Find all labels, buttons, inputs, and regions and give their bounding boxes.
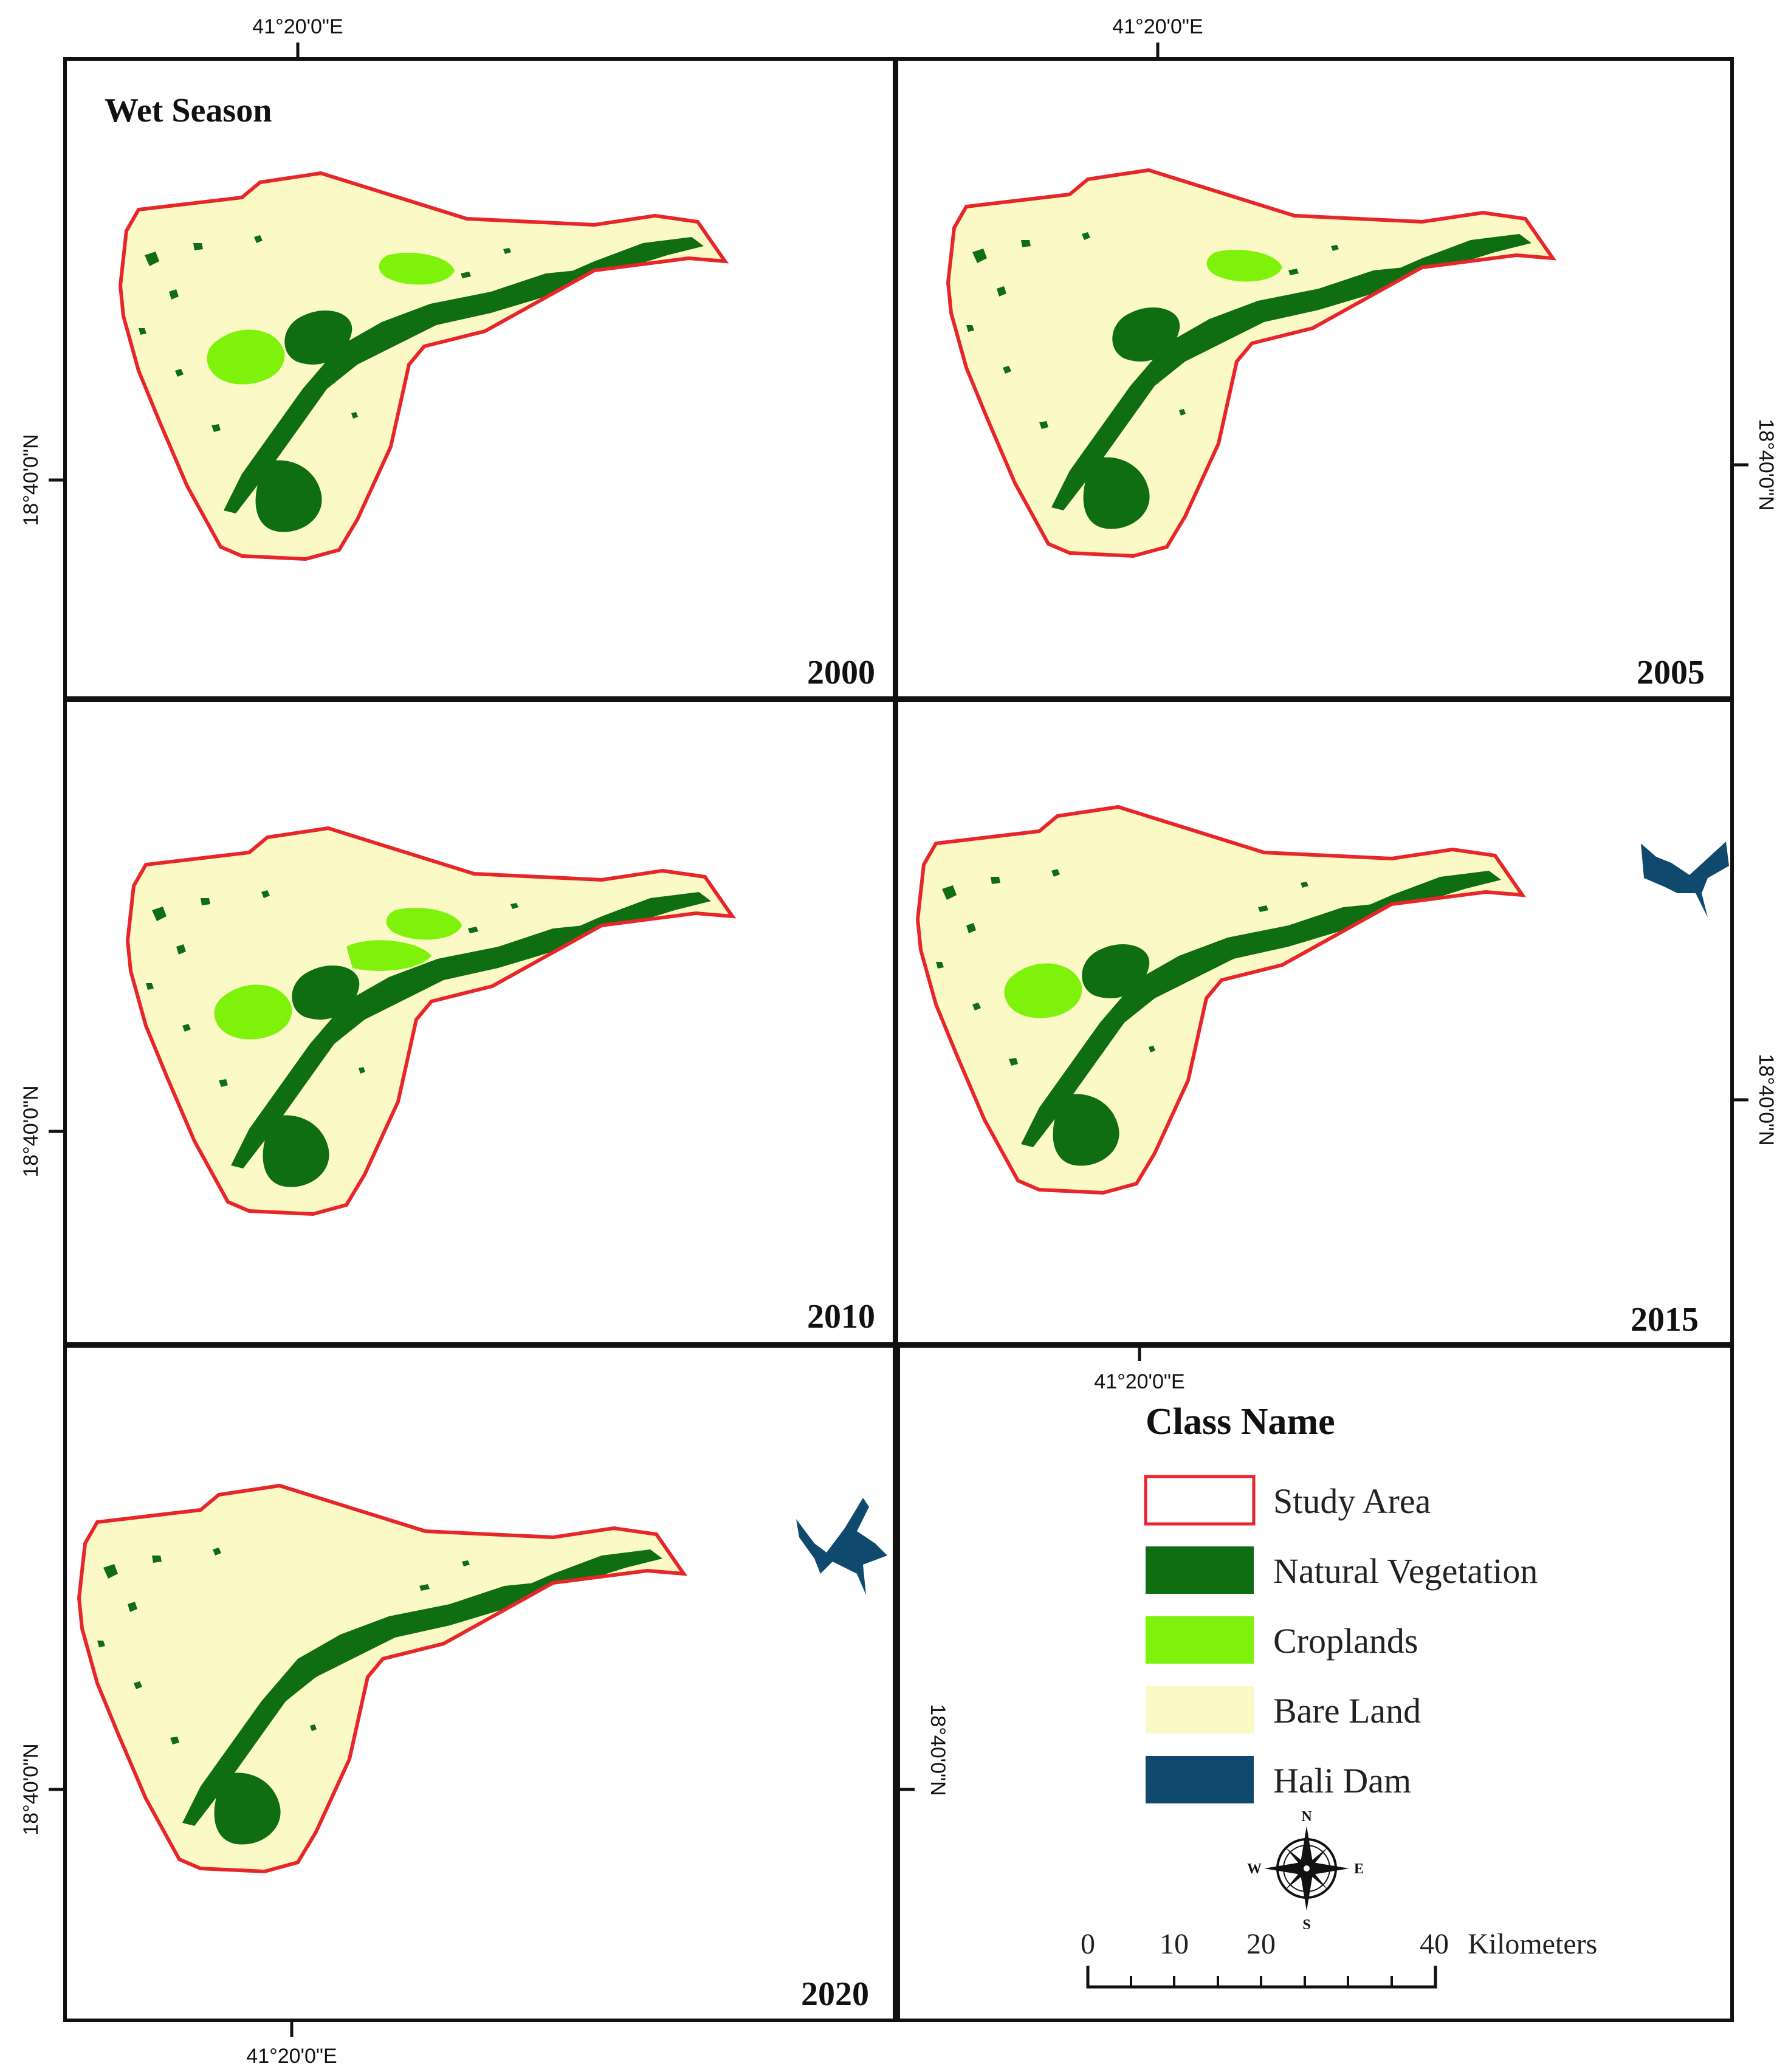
compass-e: E <box>1354 1861 1364 1877</box>
svg-text:Croplands: Croplands <box>1273 1621 1418 1661</box>
season-label: Wet Season <box>105 92 272 129</box>
scale-bar: 0 10 20 40 Kilometers <box>1081 1928 1597 1989</box>
compass-s: S <box>1302 1917 1310 1933</box>
scale-tick-20: 20 <box>1246 1928 1276 1960</box>
lat-label-2005: 18°40'0"N <box>1755 419 1778 510</box>
year-label-2010: 2010 <box>807 1298 875 1336</box>
map-panel-2015 <box>918 807 1522 1193</box>
lat-label-2015: 18°40'0"N <box>1755 1054 1778 1145</box>
svg-text:Hali Dam: Hali Dam <box>1273 1761 1411 1800</box>
legend-item-natural-vegetation: Natural Vegetation <box>1146 1546 1538 1594</box>
legend-item-croplands: Croplands <box>1146 1616 1418 1664</box>
lat-label-2020: 18°40'0"N <box>19 1743 43 1835</box>
year-label-2000: 2000 <box>807 654 875 691</box>
legend-item-study-area: Study Area <box>1144 1475 1431 1526</box>
lon-label-2020: 41°20'0"E <box>246 2045 337 2068</box>
hali-dam-2020 <box>796 1498 887 1595</box>
map-panel-2010 <box>128 828 732 1214</box>
scale-unit: Kilometers <box>1468 1928 1597 1960</box>
legend-lat-label: 18°40'0"N <box>926 1704 949 1796</box>
svg-text:Study Area: Study Area <box>1273 1481 1431 1521</box>
legend-title: Class Name <box>1146 1401 1335 1443</box>
compass-rose-icon: N S E W <box>1247 1809 1364 1933</box>
lon-label-2005: 41°20'0"E <box>1112 15 1203 38</box>
compass-n: N <box>1301 1809 1312 1825</box>
scale-tick-40: 40 <box>1420 1928 1449 1960</box>
lat-label-2000: 18°40'0"N <box>19 434 43 526</box>
map-panel-2005 <box>948 170 1553 556</box>
svg-text:Bare Land: Bare Land <box>1273 1691 1421 1731</box>
legend-item-hali-dam: Hali Dam <box>1146 1756 1411 1803</box>
panel-frames <box>63 57 1734 2022</box>
map-panel-2000 <box>120 173 725 559</box>
scale-tick-0: 0 <box>1081 1928 1095 1960</box>
lon-label-2015: 41°20'0"E <box>1094 1370 1184 1393</box>
cropland-patch <box>346 940 431 971</box>
legend-item-bare-land: Bare Land <box>1146 1686 1421 1734</box>
natural-vegetation-patch <box>155 1160 213 1192</box>
year-label-2015: 2015 <box>1631 1301 1699 1339</box>
lat-label-2010: 18°40'0"N <box>19 1085 43 1177</box>
bare-land-area <box>948 170 1553 556</box>
natural-vegetation-patch <box>975 502 1034 534</box>
year-label-2020: 2020 <box>801 1975 869 2013</box>
bare-land-area <box>79 1486 684 1871</box>
hali-dam-2015 <box>1641 842 1729 918</box>
map-panel-2020 <box>79 1486 684 1871</box>
legend: Class Name Study Area Natural Vegetation… <box>898 1401 1597 1989</box>
lon-label-2000: 41°20'0"E <box>252 15 343 38</box>
scale-tick-10: 10 <box>1160 1928 1189 1960</box>
natural-vegetation-patch <box>148 505 206 537</box>
compass-w: W <box>1247 1861 1262 1877</box>
year-label-2005: 2005 <box>1637 654 1705 691</box>
svg-text:Natural Vegetation: Natural Vegetation <box>1273 1551 1538 1591</box>
